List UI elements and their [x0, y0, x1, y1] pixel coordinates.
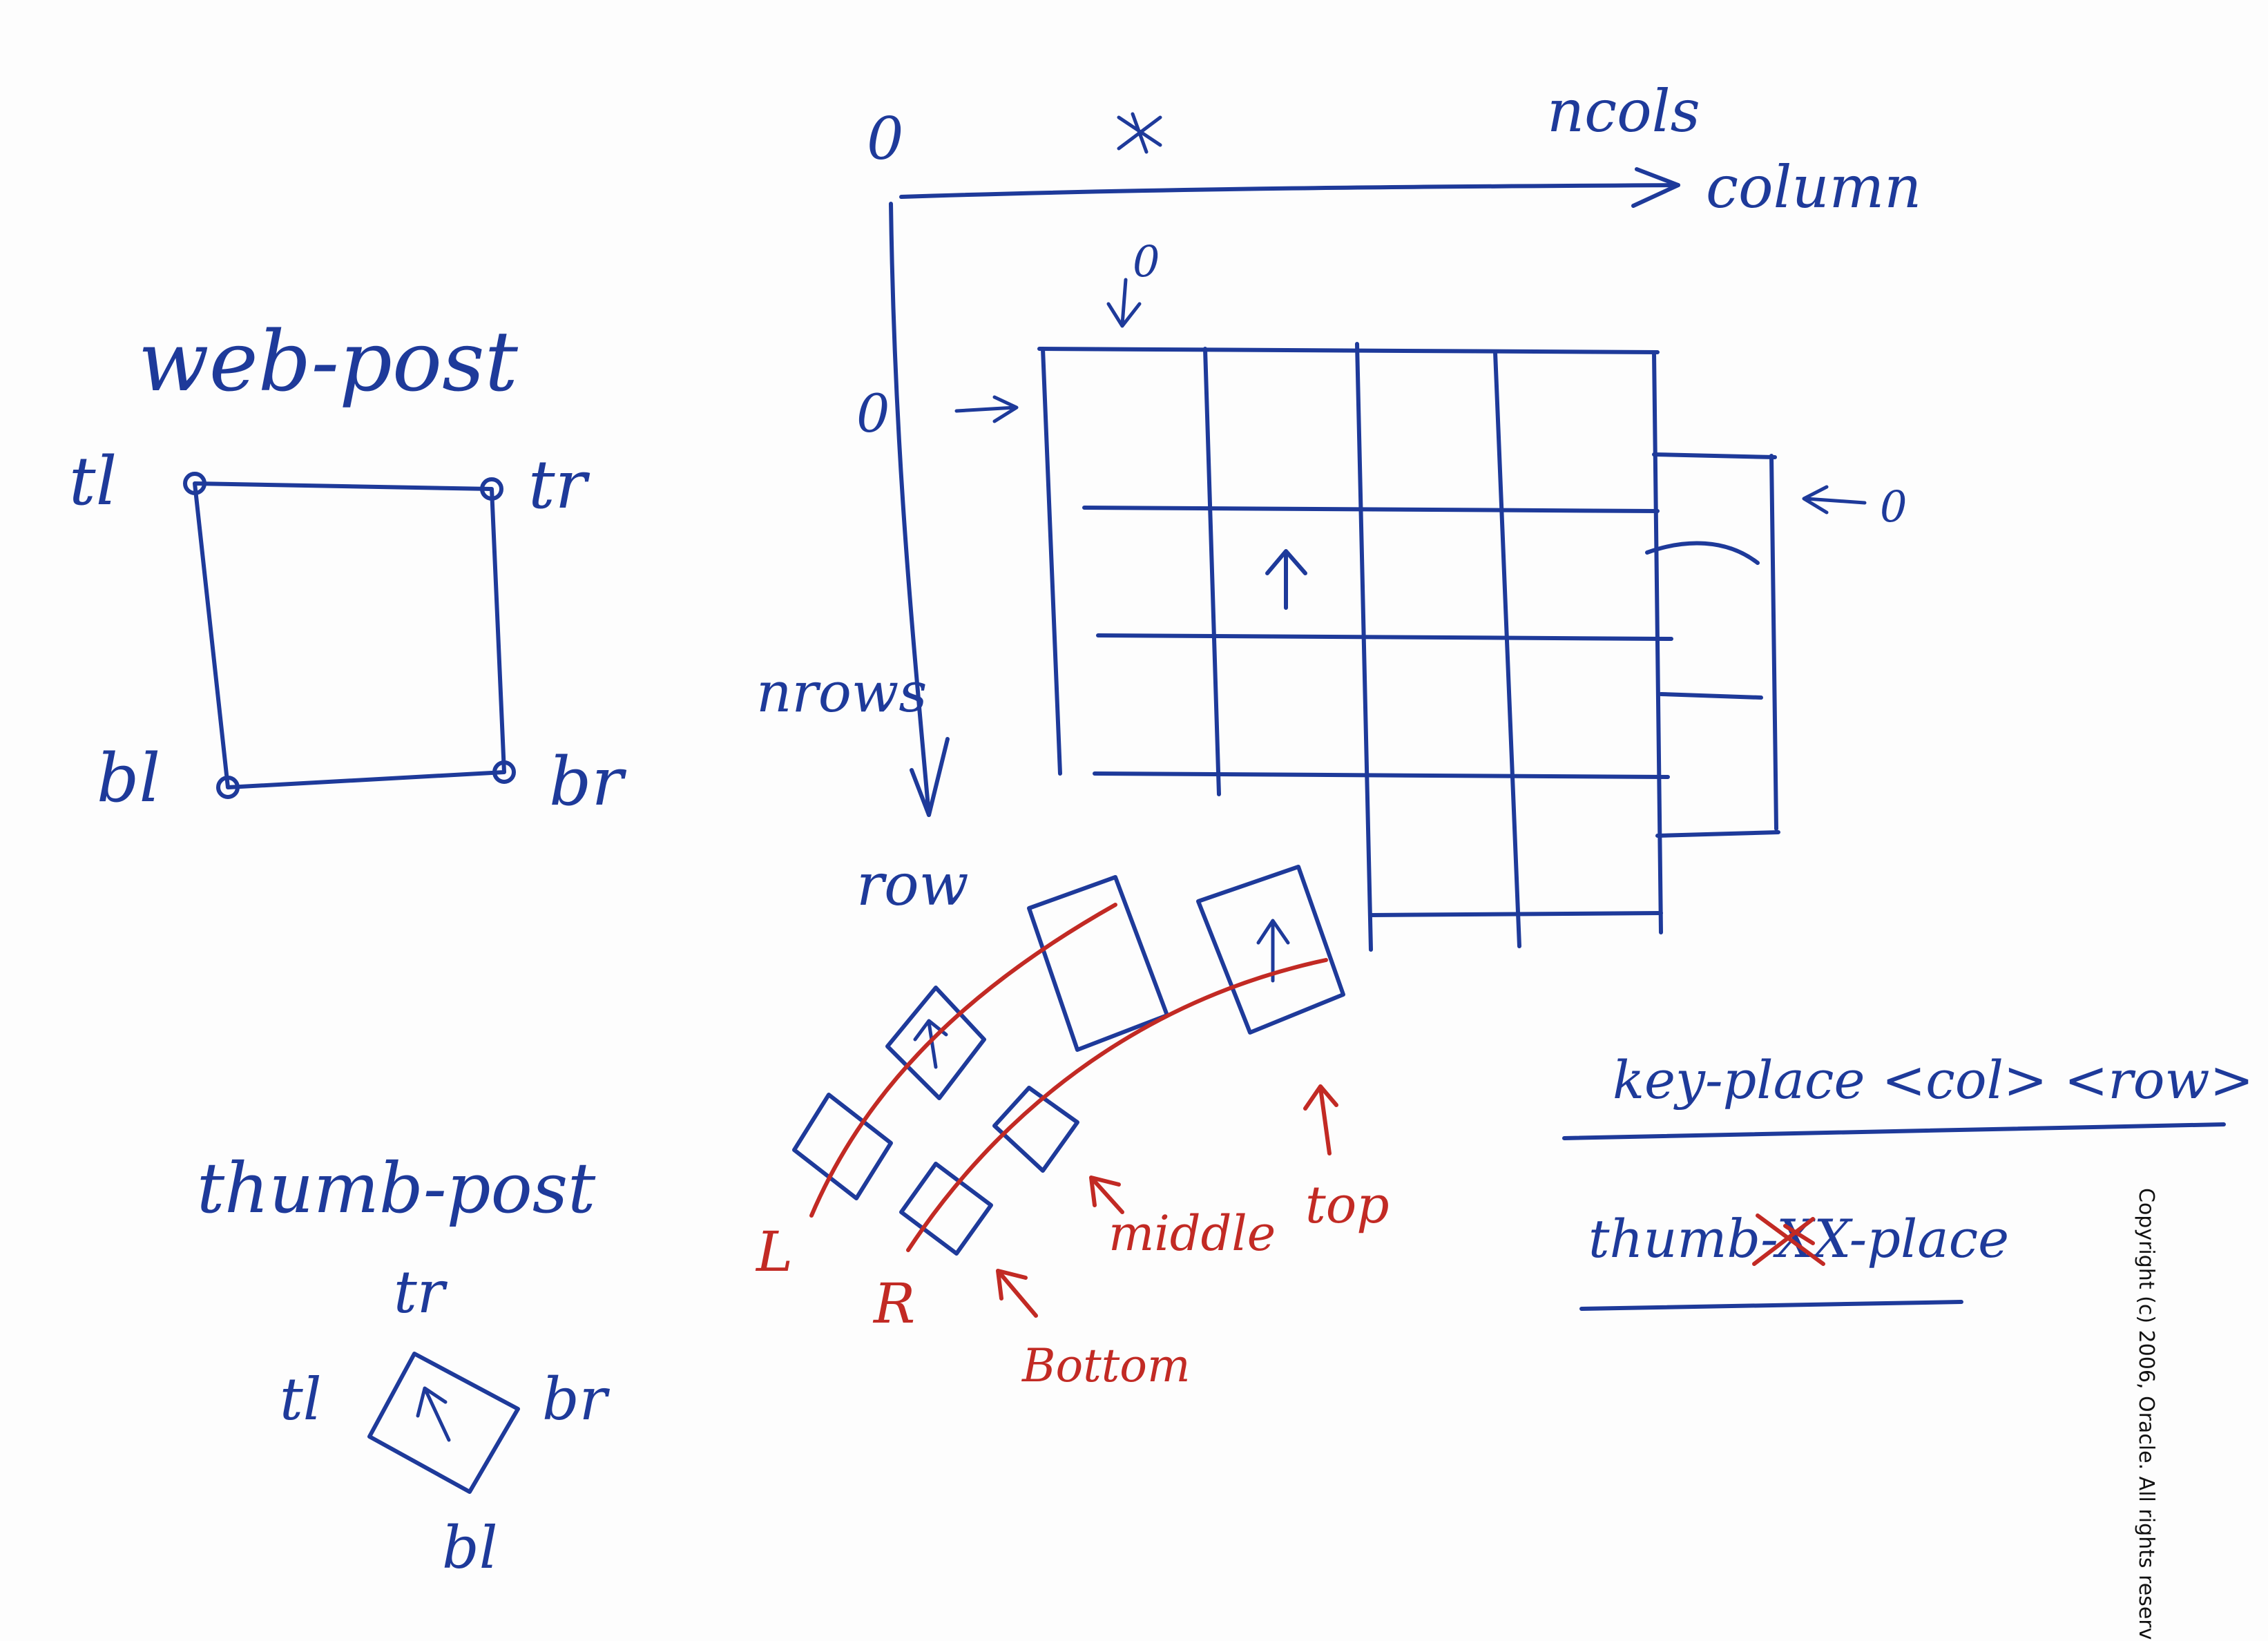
row-axis-arrowhead-icon: [910, 737, 950, 817]
thumb-post-br-label: br: [542, 1365, 611, 1433]
copyright-notice: Copyright (c) 2006, Oracle. All rights r…: [2134, 1188, 2158, 1640]
column-axis-arrowhead-icon: [1631, 167, 1680, 208]
thumb-middle-label: middle: [1108, 1205, 1276, 1262]
grid-col-line-2: [1355, 342, 1373, 952]
row-label: row: [856, 851, 969, 919]
thumb-post-diagram: thumb-post tr tl br bl: [197, 1148, 611, 1582]
grid-right-column-edge: [1769, 454, 1778, 831]
thumb-post-tr-label: tr: [394, 1258, 448, 1326]
thumb-key-top-right: [1196, 865, 1345, 1035]
key-place-underline: [1562, 1122, 2226, 1140]
thumb-right-label: R: [872, 1271, 915, 1336]
thumb-left-column-curve: [809, 903, 1117, 1218]
thumb-place-label: thumb-XX-place: [1588, 1208, 2009, 1269]
right-zero-marker-label: 0: [1880, 481, 1907, 532]
grid-right-column-bottom: [1655, 830, 1780, 838]
thumb-post-tl-label: tl: [280, 1365, 322, 1433]
thumb-place-suffix: -place: [1849, 1208, 2010, 1269]
column-label: column: [1706, 153, 1921, 221]
grid-row-line-3: [1093, 771, 1670, 779]
grid-top-edge: [1037, 347, 1660, 354]
thumb-key-mid-right: [992, 1086, 1079, 1173]
thumb-cluster: L R Bottom middle top: [755, 865, 1390, 1392]
thumb-key-low-right: [899, 1162, 993, 1256]
row-zero-right-arrow-icon: [954, 395, 1019, 423]
ncols-label: ncols: [1547, 77, 1700, 145]
thumb-right-column-curve: [906, 958, 1328, 1252]
grid-col-line-1: [1203, 347, 1221, 796]
web-post-square: [193, 481, 506, 789]
thumb-post-square: [367, 1352, 520, 1494]
thumb-post-bl-label: bl: [442, 1514, 498, 1582]
web-post-tl-corner: [183, 472, 206, 495]
bottom-up-arrow-icon: [996, 1269, 1038, 1318]
top-up-arrow-icon: [1303, 1084, 1338, 1155]
grid-right-curve-1: [1645, 541, 1760, 565]
key-place-label: key-place <col> <row>: [1613, 1049, 2253, 1111]
middle-up-arrow-icon: [1089, 1175, 1124, 1214]
thumb-key-mid-left: [885, 986, 986, 1100]
key-grid: 0 0: [954, 236, 1907, 952]
web-post-br-label: br: [549, 743, 626, 820]
thumb-place-strikeout-icon: [1752, 1213, 1825, 1266]
web-post-diagram: web-post tl tr bl br: [69, 314, 626, 820]
thumb-left-label: L: [755, 1220, 793, 1284]
grid-right-column-top: [1652, 452, 1777, 459]
web-post-tr-label: tr: [528, 446, 590, 524]
column-axis-line: [899, 183, 1680, 199]
thumb-place-underline: [1579, 1300, 1963, 1311]
thumb-post-up-arrow-icon: [416, 1386, 451, 1442]
right-zero-left-arrow-icon: [1802, 485, 1867, 515]
coordinate-axes: 0 ncols column 0 nrows row: [756, 77, 1921, 919]
grid-right-tick-2: [1659, 692, 1763, 700]
column-axis-scribble: [1117, 112, 1162, 154]
thumb-top-label: top: [1305, 1175, 1390, 1235]
web-post-title: web-post: [138, 314, 519, 410]
thumb-post-title: thumb-post: [197, 1148, 596, 1229]
origin-row-label: 0: [856, 383, 890, 444]
thumb-place-prefix: thumb-: [1588, 1208, 1776, 1269]
origin-col-label: 0: [867, 105, 903, 173]
web-post-tr-corner: [480, 477, 503, 501]
web-post-bl-label: bl: [97, 740, 160, 817]
nrows-label: nrows: [756, 660, 927, 724]
grid-col-line-3: [1493, 350, 1521, 948]
row-axis-line: [889, 202, 931, 817]
col-zero-marker-label: 0: [1133, 236, 1160, 287]
grid-row-line-1: [1082, 506, 1660, 513]
function-labels: key-place <col> <row> thumb-XX-place: [1562, 1049, 2253, 1311]
thumb-key-top-left: [1027, 875, 1169, 1052]
col-zero-down-arrow-icon: [1106, 278, 1142, 328]
thumb-key-low-left: [792, 1093, 893, 1200]
web-post-bl-corner: [216, 776, 240, 799]
thumb-key-top-right-up-arrow-icon: [1256, 919, 1290, 983]
grid-col-line-4: [1652, 350, 1663, 934]
grid-col-line-0: [1041, 347, 1062, 776]
web-post-tl-label: tl: [69, 443, 117, 520]
grid-bottom-line: [1369, 911, 1663, 917]
grid-row-line-2: [1096, 633, 1673, 641]
web-post-br-corner: [492, 760, 516, 784]
grid-up-arrow-icon: [1265, 549, 1307, 610]
thumb-bottom-label: Bottom: [1021, 1339, 1191, 1392]
